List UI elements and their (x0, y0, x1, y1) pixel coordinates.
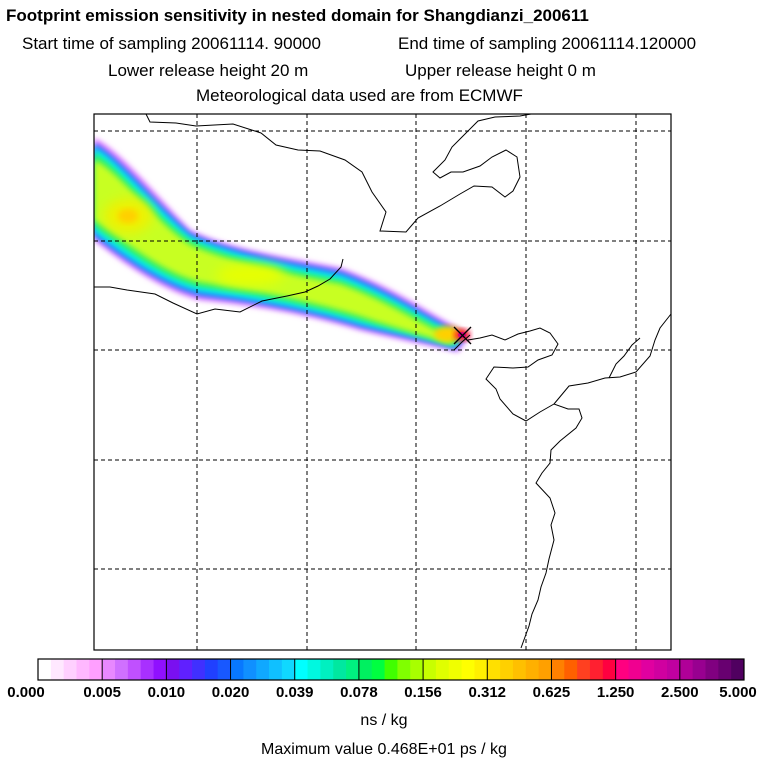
colorbar-swatch (692, 659, 706, 680)
colorbar-swatch (153, 659, 167, 680)
colorbar (37, 658, 745, 681)
upper-release-height-label: Upper release height 0 m (405, 61, 596, 80)
colorbar-swatch (89, 659, 103, 680)
colorbar-swatch (500, 659, 514, 680)
colorbar-swatch (371, 659, 385, 680)
colorbar-swatch (243, 659, 257, 680)
colorbar-swatch (38, 659, 52, 680)
colorbar-swatch (628, 659, 642, 680)
colorbar-swatch (487, 659, 501, 680)
colorbar-tick-label: 0.005 (83, 684, 121, 701)
colorbar-swatch (76, 659, 90, 680)
colorbar-tick-label: 2.500 (661, 684, 699, 701)
colorbar-unit: ns / kg (360, 712, 408, 729)
colorbar-swatch (679, 659, 694, 680)
colorbar-swatch (50, 659, 65, 680)
colorbar-swatch (127, 659, 142, 680)
colorbar-swatch (333, 659, 347, 680)
start-time-label: Start time of sampling 20061114. 90000 (22, 34, 321, 53)
colorbar-swatch (358, 659, 373, 680)
colorbar-swatch (448, 659, 462, 680)
colorbar-swatch (731, 659, 745, 680)
colorbar-swatch (654, 659, 668, 680)
colorbar-swatch (666, 659, 681, 680)
colorbar-swatch (307, 659, 321, 680)
colorbar-tick-label: 1.250 (596, 684, 635, 701)
colorbar-swatch (346, 659, 360, 680)
colorbar-swatch (166, 659, 180, 680)
colorbar-swatch (256, 659, 270, 680)
colorbar-tick-label: 0.625 (532, 684, 571, 701)
colorbar-swatch (577, 659, 591, 680)
release-point-marker (453, 326, 472, 345)
colorbar-swatch (423, 659, 437, 680)
meteorological-data-label: Meteorological data used are from ECMWF (196, 86, 523, 105)
colorbar-swatch (217, 659, 231, 680)
colorbar-swatch (615, 659, 629, 680)
colorbar-swatch (705, 659, 719, 680)
colorbar-tick-label: 0.020 (211, 684, 250, 701)
colorbar-swatch (435, 659, 450, 680)
colorbar-swatch (512, 659, 527, 680)
colorbar-swatch (269, 659, 283, 680)
colorbar-swatch (474, 659, 488, 680)
colorbar-swatch (602, 659, 617, 680)
colorbar-swatch (461, 659, 475, 680)
colorbar-swatch (641, 659, 655, 680)
colorbar-swatch (564, 659, 578, 680)
colorbar-swatch (589, 659, 604, 680)
colorbar-swatch (204, 659, 219, 680)
maximum-value-label: Maximum value 0.468E+01 ps / kg (261, 741, 507, 758)
colorbar-swatch (525, 659, 540, 680)
colorbar-swatch (551, 659, 565, 680)
colorbar-swatch (538, 659, 552, 680)
lower-release-height-label: Lower release height 20 m (108, 61, 309, 80)
end-time-label: End time of sampling 20061114.120000 (398, 34, 697, 53)
map-gridlines (94, 114, 671, 650)
colorbar-tick-label: 0.010 (147, 684, 186, 701)
colorbar-swatch (140, 659, 154, 680)
colorbar-swatch (410, 659, 424, 680)
coastlines (94, 114, 671, 649)
colorbar-swatch (718, 659, 732, 680)
colorbar-tick-label: 0.000 (7, 684, 45, 701)
colorbar-tick-label: 5.000 (719, 684, 757, 701)
colorbar-swatch (397, 659, 411, 680)
plume-yellow-spot-mid (216, 265, 284, 285)
colorbar-tick-label: 0.039 (275, 684, 314, 701)
plume-layer (94, 138, 470, 352)
map-frame (93, 113, 672, 651)
colorbar-tick-label: 0.078 (340, 684, 378, 701)
colorbar-frame (37, 658, 745, 681)
colorbar-swatch (294, 659, 308, 680)
colorbar-swatch (192, 659, 206, 680)
colorbar-swatch (320, 659, 334, 680)
colorbar-swatch (281, 659, 296, 680)
colorbar-swatch (63, 659, 77, 680)
plume-yellow-near-source (434, 326, 462, 342)
colorbar-swatch (230, 659, 244, 680)
colorbar-swatch (102, 659, 116, 680)
colorbar-tick-label: 0.312 (468, 684, 507, 701)
plume-orange-spot-west (118, 209, 138, 223)
map-title: Footprint emission sensitivity in nested… (6, 6, 589, 25)
colorbar-tick-label: 0.156 (404, 684, 442, 701)
plume-yellowgreen (94, 160, 455, 343)
colorbar-swatch (384, 659, 398, 680)
colorbar-swatch (179, 659, 193, 680)
colorbar-swatch (115, 659, 129, 680)
